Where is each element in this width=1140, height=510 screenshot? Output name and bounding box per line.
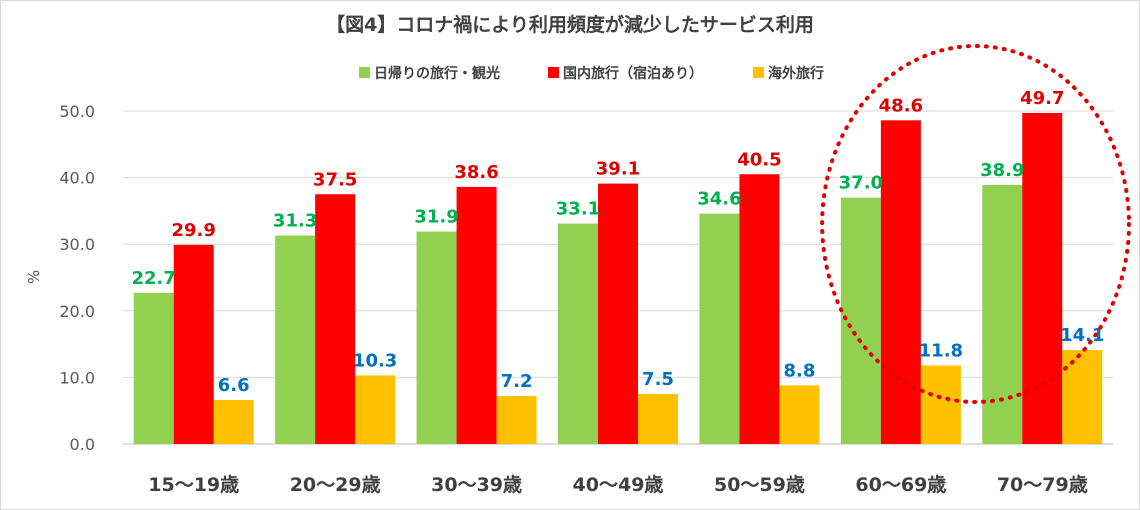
legend-item: 日帰りの旅行・観光 <box>359 65 500 82</box>
data-label: 37.5 <box>313 169 357 190</box>
x-category-label: 70～79歳 <box>997 474 1088 496</box>
y-tick-label: 30.0 <box>59 235 95 254</box>
bar <box>880 120 921 444</box>
bar <box>456 186 497 444</box>
legend-item: 国内旅行（宿泊あり） <box>548 65 703 82</box>
x-category-label: 15～19歳 <box>148 474 239 496</box>
bar <box>982 184 1023 444</box>
bar <box>496 396 537 444</box>
data-label: 40.5 <box>737 149 781 170</box>
y-tick-label: 40.0 <box>59 169 95 188</box>
x-category-label: 40～49歳 <box>573 474 664 496</box>
highlight-ellipse <box>820 44 1131 404</box>
bar <box>638 394 678 444</box>
data-label: 38.9 <box>980 160 1024 181</box>
bar <box>598 183 638 444</box>
data-label: 7.2 <box>501 371 533 392</box>
bar <box>275 235 316 444</box>
bar <box>558 223 598 444</box>
bar <box>699 213 740 444</box>
y-axis-ticks: 0.0 10.0 20.0 30.0 40.0 50.0 <box>59 102 95 454</box>
legend-label: 国内旅行（宿泊あり） <box>563 65 703 82</box>
data-label: 6.6 <box>218 375 250 396</box>
data-label: 10.3 <box>353 350 397 371</box>
bar <box>173 244 214 444</box>
x-category-label: 20～29歳 <box>290 474 381 496</box>
x-axis-categories: 15～19歳 20～29歳 30～39歳 40～49歳 50～59歳 60～69歳 70～7… <box>148 474 1087 496</box>
legend: 日帰りの旅行・観光 国内旅行（宿泊あり） 海外旅行 <box>359 65 824 82</box>
legend-label: 日帰りの旅行・観光 <box>374 65 500 82</box>
data-label: 49.7 <box>1020 88 1064 109</box>
y-axis-label: % <box>25 270 43 284</box>
legend-swatch <box>548 67 559 78</box>
y-tick-label: 0.0 <box>70 435 95 454</box>
data-label: 31.9 <box>414 207 458 228</box>
legend-swatch <box>359 67 370 78</box>
y-tick-label: 20.0 <box>59 302 95 321</box>
value-labels: 22.7 29.9 6.6 31.3 37.5 10.3 31.9 38.6 7.2 33.1 39… <box>132 88 1105 396</box>
bar <box>1022 112 1063 445</box>
bar <box>355 375 396 444</box>
data-label: 37.0 <box>839 173 883 194</box>
data-label: 39.1 <box>596 159 640 180</box>
bar <box>779 385 820 444</box>
x-category-label: 60～69歳 <box>855 474 946 496</box>
bar <box>840 197 881 444</box>
chart-title: 【図4】コロナ禍により利用頻度が減少したサービス利用 <box>326 13 814 36</box>
bar <box>739 174 780 444</box>
data-label: 48.6 <box>879 95 923 116</box>
bar <box>1062 350 1103 444</box>
data-label: 33.1 <box>556 199 600 220</box>
legend-label: 海外旅行 <box>768 65 824 82</box>
data-label: 38.6 <box>454 162 498 183</box>
data-label: 14.1 <box>1060 325 1104 346</box>
bar <box>920 365 961 444</box>
bar <box>213 400 254 444</box>
bars <box>133 112 1103 445</box>
data-label: 29.9 <box>172 220 216 241</box>
legend-item: 海外旅行 <box>753 65 824 82</box>
bar <box>315 194 356 444</box>
x-category-label: 50～59歳 <box>714 474 805 496</box>
x-category-label: 30～39歳 <box>431 474 522 496</box>
bar <box>416 231 457 444</box>
y-tick-label: 50.0 <box>59 102 95 121</box>
data-label: 22.7 <box>132 268 176 289</box>
bar <box>133 292 174 444</box>
data-label: 34.6 <box>697 189 741 210</box>
data-label: 8.8 <box>783 360 815 381</box>
data-label: 7.5 <box>642 369 674 390</box>
y-tick-label: 10.0 <box>59 368 95 387</box>
data-label: 11.8 <box>919 340 963 361</box>
legend-swatch <box>753 67 764 78</box>
data-label: 31.3 <box>273 211 317 232</box>
